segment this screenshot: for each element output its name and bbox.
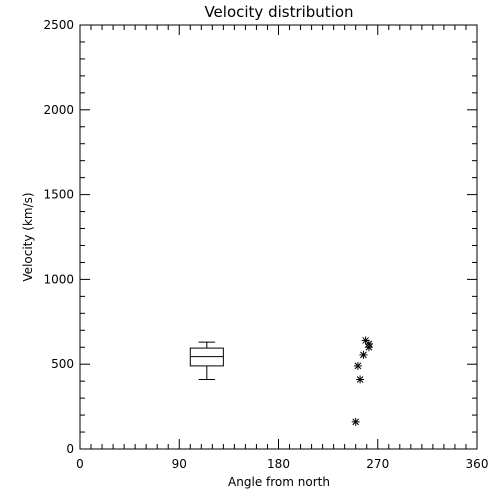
data-point	[351, 417, 360, 426]
x-axis-label: Angle from north	[228, 475, 330, 489]
y-tick-label: 500	[51, 357, 74, 371]
plot-frame	[79, 24, 478, 450]
data-points	[351, 336, 373, 426]
data-point-stroke	[362, 337, 369, 344]
boxplot	[189, 341, 224, 380]
data-point	[356, 375, 365, 384]
y-tick-label: 2500	[43, 18, 74, 32]
y-axis-label: Velocity (km/s)	[21, 192, 35, 281]
data-point-stroke	[354, 362, 362, 370]
data-point-stroke	[360, 351, 367, 359]
y-tick-label: 2000	[43, 103, 74, 117]
data-point-stroke	[352, 418, 360, 426]
axis-ticks	[79, 24, 478, 450]
y-tick-label: 0	[66, 442, 74, 456]
data-point	[361, 336, 370, 345]
x-tick-label: 0	[76, 457, 84, 471]
data-point	[353, 361, 362, 370]
data-point	[359, 350, 368, 359]
x-tick-label: 180	[267, 457, 290, 471]
data-point-stroke	[365, 340, 373, 348]
y-tick-label: 1000	[43, 272, 74, 286]
data-point-stroke	[356, 376, 364, 383]
chart-title: Velocity distribution	[204, 3, 353, 21]
x-tick-label: 90	[172, 457, 187, 471]
x-tick-label: 270	[366, 457, 389, 471]
y-tick-label: 1500	[43, 188, 74, 202]
y-tick-labels: 0 500 1000 1500 2000 2500	[43, 18, 74, 456]
x-tick-label: 360	[466, 457, 489, 471]
data-point	[364, 339, 373, 348]
x-tick-labels: 0 90 180 270 360	[76, 457, 488, 471]
